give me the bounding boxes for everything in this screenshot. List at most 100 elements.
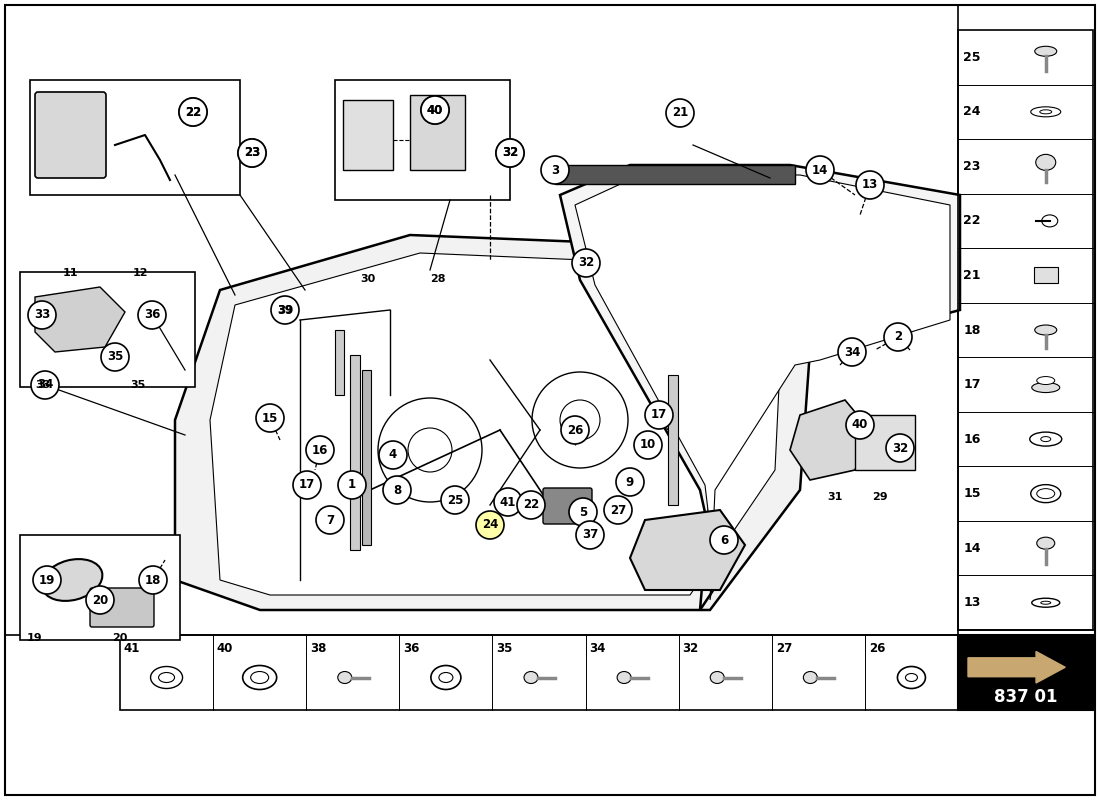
Text: 33: 33: [35, 380, 51, 390]
Ellipse shape: [524, 671, 538, 683]
Circle shape: [306, 436, 334, 464]
Text: 18: 18: [145, 574, 162, 586]
FancyBboxPatch shape: [343, 100, 393, 170]
Ellipse shape: [898, 666, 925, 689]
Ellipse shape: [1036, 154, 1056, 170]
Text: 17: 17: [964, 378, 981, 391]
FancyBboxPatch shape: [958, 635, 1093, 710]
Circle shape: [379, 441, 407, 469]
Circle shape: [616, 468, 644, 496]
Text: 27: 27: [776, 642, 792, 655]
Text: 32: 32: [682, 642, 698, 655]
Circle shape: [496, 139, 524, 167]
Text: 35: 35: [130, 380, 145, 390]
Ellipse shape: [1035, 325, 1057, 335]
Polygon shape: [210, 253, 780, 595]
Ellipse shape: [1031, 485, 1060, 502]
FancyBboxPatch shape: [855, 415, 915, 470]
Ellipse shape: [42, 559, 102, 601]
Text: 32: 32: [892, 442, 909, 454]
Text: 33: 33: [34, 309, 51, 322]
Text: 35: 35: [107, 350, 123, 363]
Ellipse shape: [1042, 215, 1058, 227]
Ellipse shape: [617, 671, 631, 683]
Text: 837 01: 837 01: [993, 687, 1057, 706]
Text: 24: 24: [482, 518, 498, 531]
Ellipse shape: [431, 666, 461, 690]
Text: 20: 20: [112, 633, 128, 643]
FancyBboxPatch shape: [336, 330, 344, 395]
Text: 22: 22: [522, 498, 539, 511]
Text: 13: 13: [862, 178, 878, 191]
Text: 31: 31: [827, 492, 843, 502]
Text: 14: 14: [812, 163, 828, 177]
FancyBboxPatch shape: [556, 165, 795, 184]
Circle shape: [238, 139, 266, 167]
Circle shape: [645, 401, 673, 429]
Text: 22: 22: [185, 106, 201, 118]
Ellipse shape: [251, 671, 268, 683]
Text: 40: 40: [851, 418, 868, 431]
Circle shape: [884, 323, 912, 351]
Text: 30: 30: [361, 274, 375, 284]
Text: eurocartros: eurocartros: [271, 349, 729, 531]
Circle shape: [496, 139, 524, 167]
Text: 41: 41: [499, 495, 516, 509]
Text: 37: 37: [582, 529, 598, 542]
Circle shape: [517, 491, 544, 519]
FancyBboxPatch shape: [35, 92, 106, 178]
FancyBboxPatch shape: [20, 272, 195, 387]
Circle shape: [561, 416, 588, 444]
Ellipse shape: [1040, 110, 1052, 114]
Ellipse shape: [1030, 432, 1062, 446]
Text: 17: 17: [651, 409, 667, 422]
Text: 15: 15: [964, 487, 981, 500]
Circle shape: [139, 566, 167, 594]
Circle shape: [338, 471, 366, 499]
FancyBboxPatch shape: [30, 80, 240, 195]
Circle shape: [271, 296, 299, 324]
Circle shape: [256, 404, 284, 432]
Ellipse shape: [151, 666, 183, 689]
Circle shape: [476, 511, 504, 539]
Ellipse shape: [905, 674, 917, 682]
Text: 32: 32: [502, 146, 518, 159]
Circle shape: [408, 428, 452, 472]
Text: 40: 40: [427, 103, 443, 117]
Circle shape: [86, 586, 114, 614]
Text: 18: 18: [964, 323, 981, 337]
Circle shape: [378, 398, 482, 502]
Polygon shape: [575, 175, 950, 600]
Circle shape: [316, 506, 344, 534]
Polygon shape: [790, 400, 870, 480]
Text: 23: 23: [964, 160, 981, 173]
FancyBboxPatch shape: [90, 588, 154, 627]
Ellipse shape: [439, 673, 453, 682]
Circle shape: [886, 434, 914, 462]
Circle shape: [838, 338, 866, 366]
Ellipse shape: [1035, 46, 1057, 56]
Circle shape: [421, 96, 449, 124]
Text: 23: 23: [244, 146, 260, 159]
FancyBboxPatch shape: [362, 370, 371, 545]
Circle shape: [846, 411, 874, 439]
Circle shape: [101, 343, 129, 371]
Ellipse shape: [1032, 598, 1059, 607]
Circle shape: [666, 99, 694, 127]
Text: 5: 5: [579, 506, 587, 518]
Polygon shape: [560, 165, 960, 610]
Circle shape: [569, 498, 597, 526]
Text: 39: 39: [277, 303, 294, 317]
Text: 25: 25: [964, 50, 981, 64]
Circle shape: [856, 171, 884, 199]
Text: 23: 23: [244, 146, 260, 159]
Ellipse shape: [1036, 377, 1055, 385]
Text: 40: 40: [217, 642, 233, 655]
Text: 34: 34: [844, 346, 860, 358]
Ellipse shape: [711, 671, 724, 683]
Text: 27: 27: [609, 503, 626, 517]
Circle shape: [572, 249, 600, 277]
Text: 15: 15: [262, 411, 278, 425]
Circle shape: [532, 372, 628, 468]
Text: 1: 1: [348, 478, 356, 491]
